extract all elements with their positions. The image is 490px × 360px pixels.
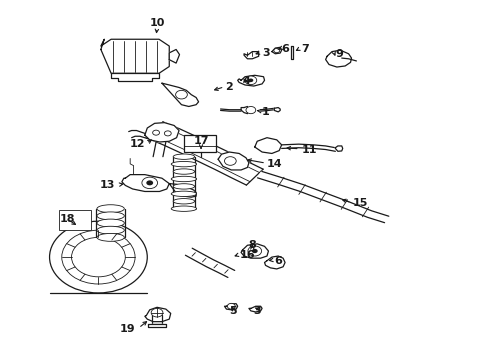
Ellipse shape [171, 191, 196, 197]
Text: 6: 6 [274, 256, 282, 266]
Bar [59, 211, 91, 230]
Text: 17: 17 [193, 136, 209, 146]
Polygon shape [218, 152, 249, 170]
Polygon shape [292, 45, 293, 59]
Text: 15: 15 [352, 198, 368, 208]
Ellipse shape [173, 184, 195, 189]
Circle shape [248, 246, 262, 256]
Polygon shape [241, 244, 269, 258]
Circle shape [248, 78, 253, 82]
Polygon shape [249, 306, 262, 312]
Circle shape [153, 130, 159, 135]
Text: 4: 4 [243, 76, 250, 86]
Text: 8: 8 [248, 240, 256, 250]
Text: 12: 12 [129, 139, 145, 149]
Ellipse shape [173, 169, 195, 174]
Text: 2: 2 [225, 82, 233, 92]
Text: 11: 11 [301, 144, 317, 154]
Text: 18: 18 [59, 215, 75, 224]
Circle shape [147, 180, 153, 185]
Text: 16: 16 [240, 250, 256, 260]
Text: 6: 6 [282, 44, 290, 54]
Text: 7: 7 [301, 44, 309, 54]
Circle shape [151, 309, 163, 317]
Polygon shape [169, 49, 179, 63]
Polygon shape [265, 256, 285, 269]
Circle shape [245, 76, 257, 85]
Circle shape [164, 131, 171, 136]
Text: 3: 3 [262, 48, 270, 58]
Polygon shape [255, 138, 282, 153]
Circle shape [246, 107, 256, 114]
Polygon shape [326, 50, 351, 67]
Ellipse shape [173, 199, 195, 204]
Polygon shape [162, 83, 198, 107]
Ellipse shape [171, 206, 196, 211]
Polygon shape [145, 123, 179, 142]
Polygon shape [272, 47, 282, 54]
Text: 1: 1 [262, 107, 270, 117]
Polygon shape [111, 73, 159, 81]
Circle shape [142, 177, 158, 189]
Polygon shape [238, 75, 265, 86]
Polygon shape [274, 108, 280, 112]
Bar [184, 135, 216, 152]
Polygon shape [169, 184, 196, 197]
Ellipse shape [97, 205, 124, 213]
Polygon shape [244, 51, 259, 59]
Ellipse shape [173, 154, 195, 159]
Circle shape [175, 90, 187, 99]
Text: 5: 5 [229, 306, 237, 316]
Text: 3: 3 [253, 306, 261, 316]
Polygon shape [148, 324, 166, 327]
Text: 14: 14 [267, 159, 283, 169]
Circle shape [252, 249, 258, 253]
Circle shape [274, 48, 280, 53]
Circle shape [49, 221, 147, 293]
Polygon shape [258, 171, 389, 223]
Polygon shape [146, 122, 263, 185]
Polygon shape [185, 248, 235, 278]
Ellipse shape [97, 226, 124, 234]
Ellipse shape [171, 161, 196, 167]
Text: 19: 19 [120, 324, 135, 334]
Polygon shape [241, 107, 249, 114]
Ellipse shape [171, 176, 196, 182]
Polygon shape [122, 175, 169, 192]
Ellipse shape [97, 233, 124, 241]
Text: 10: 10 [149, 18, 165, 28]
Circle shape [227, 303, 235, 309]
Polygon shape [101, 39, 169, 73]
Polygon shape [145, 307, 171, 321]
Polygon shape [335, 146, 343, 151]
Circle shape [224, 157, 236, 165]
Polygon shape [224, 304, 238, 310]
Ellipse shape [97, 219, 124, 227]
Text: 9: 9 [335, 49, 343, 59]
Ellipse shape [97, 212, 124, 220]
Text: 13: 13 [100, 180, 116, 190]
